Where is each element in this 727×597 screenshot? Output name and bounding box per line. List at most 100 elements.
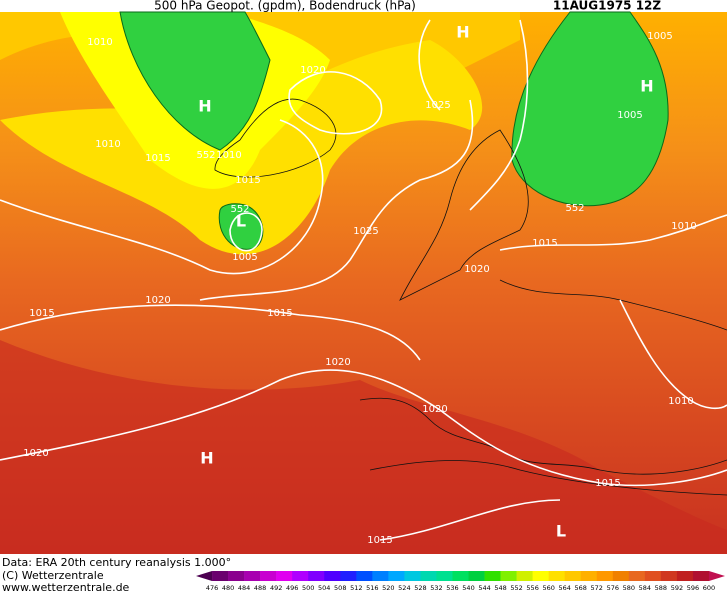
colorbar-swatch bbox=[484, 571, 501, 581]
colorbar-tick-label: 488 bbox=[254, 584, 266, 592]
colorbar-swatch bbox=[708, 571, 725, 581]
isobar-label: 552 bbox=[196, 150, 215, 161]
colorbar-swatch bbox=[212, 571, 229, 581]
colorbar-swatch bbox=[596, 571, 614, 581]
colorbar-tick-label: 508 bbox=[334, 584, 346, 592]
copyright: (C) Wetterzentrale bbox=[2, 569, 104, 582]
isobar-label: 1010 bbox=[95, 139, 120, 150]
isobar-label: 1020 bbox=[300, 65, 325, 76]
isobar-label: 1025 bbox=[425, 100, 450, 111]
colorbar-swatch bbox=[276, 571, 293, 581]
colorbar-tick-label: 572 bbox=[591, 584, 603, 592]
colorbar-swatch bbox=[340, 571, 357, 581]
pressure-center: H bbox=[198, 97, 211, 116]
isobar-label: 1020 bbox=[23, 448, 48, 459]
field-zone bbox=[511, 11, 669, 207]
colorbar-swatch bbox=[676, 571, 694, 581]
colorbar-tick-label: 524 bbox=[398, 584, 410, 592]
colorbar-swatch bbox=[692, 571, 710, 581]
isobar-label: 552 bbox=[230, 204, 249, 215]
website: www.wetterzentrale.de bbox=[2, 581, 130, 593]
pressure-center: L bbox=[556, 522, 566, 541]
colorbar-swatch bbox=[356, 571, 373, 581]
colorbar-tick-label: 520 bbox=[382, 584, 394, 592]
data-source: Data: ERA 20th century reanalysis 1.000° bbox=[2, 556, 231, 569]
isobar-label: 1010 bbox=[87, 37, 112, 48]
colorbar-tick-label: 532 bbox=[430, 584, 442, 592]
colorbar-tick-label: 548 bbox=[494, 584, 506, 592]
isobar-label: 1015 bbox=[367, 535, 392, 546]
colorbar-swatch bbox=[324, 571, 341, 581]
isobar-label: 1020 bbox=[145, 295, 170, 306]
colorbar-tick-label: 568 bbox=[575, 584, 587, 592]
colorbar-tick-label: 552 bbox=[510, 584, 522, 592]
isobar-label: 1020 bbox=[422, 404, 447, 415]
colorbar-swatch bbox=[452, 571, 469, 581]
colorbar-tick-label: 484 bbox=[238, 584, 250, 592]
isobar-label: 1015 bbox=[595, 478, 620, 489]
map-title: 500 hPa Geopot. (gpdm), Bodendruck (hPa) bbox=[154, 0, 416, 13]
colorbar-swatch bbox=[228, 571, 245, 581]
colorbar-swatch bbox=[420, 571, 437, 581]
colorbar-tick-label: 592 bbox=[671, 584, 683, 592]
colorbar-swatch bbox=[308, 571, 325, 581]
colorbar-tick-label: 596 bbox=[687, 584, 699, 592]
colorbar-swatch bbox=[660, 571, 678, 581]
colorbar-swatch bbox=[404, 571, 421, 581]
pressure-center: L bbox=[236, 212, 246, 231]
colorbar-swatch bbox=[372, 571, 389, 581]
colorbar-swatch bbox=[292, 571, 309, 581]
colorbar-tick-label: 588 bbox=[655, 584, 667, 592]
isobar-label: 1005 bbox=[617, 110, 642, 121]
map-area bbox=[0, 11, 727, 554]
field-zone bbox=[119, 11, 271, 151]
colorbar-tick-label: 504 bbox=[318, 584, 330, 592]
isobar-label: 1015 bbox=[532, 238, 557, 249]
colorbar-swatch bbox=[468, 571, 485, 581]
isobar-label: 1005 bbox=[232, 252, 257, 263]
colorbar-swatch bbox=[436, 571, 453, 581]
colorbar-swatch bbox=[628, 571, 646, 581]
isobar-label: 1015 bbox=[235, 175, 260, 186]
colorbar-swatch bbox=[500, 571, 517, 581]
isobar-label: 1010 bbox=[216, 150, 241, 161]
colorbar-tick-label: 544 bbox=[478, 584, 490, 592]
colorbar-tick-label: 556 bbox=[526, 584, 538, 592]
colorbar-swatch bbox=[644, 571, 662, 581]
colorbar-tick-label: 512 bbox=[350, 584, 362, 592]
colorbar-swatch bbox=[532, 571, 549, 581]
colorbar-tick-label: 560 bbox=[542, 584, 554, 592]
map-date: 11AUG1975 12Z bbox=[553, 0, 661, 13]
colorbar-tick-label: 496 bbox=[286, 584, 298, 592]
colorbar-swatch bbox=[260, 571, 277, 581]
colorbar-swatch bbox=[516, 571, 533, 581]
isobar-label: 1015 bbox=[29, 308, 54, 319]
isobar-label: 1010 bbox=[671, 221, 696, 232]
colorbar-tick-label: 536 bbox=[446, 584, 458, 592]
pressure-center: H bbox=[200, 449, 213, 468]
isobar-label: 1020 bbox=[325, 357, 350, 368]
colorbar-tick-label: 528 bbox=[414, 584, 426, 592]
colorbar-tick-label: 480 bbox=[222, 584, 234, 592]
isobar-label: 1025 bbox=[353, 226, 378, 237]
isobar-label: 552 bbox=[565, 203, 584, 214]
isobar-label: 1015 bbox=[145, 153, 170, 164]
colorbar-tick-label: 576 bbox=[607, 584, 619, 592]
isobars bbox=[0, 19, 727, 541]
colorbar-swatch bbox=[548, 571, 565, 581]
colorbar-swatch bbox=[580, 571, 598, 581]
colorbar-tick-label: 492 bbox=[270, 584, 282, 592]
colorbar-tick-label: 584 bbox=[639, 584, 651, 592]
colorbar-swatch bbox=[388, 571, 405, 581]
isobar-label: 1015 bbox=[267, 308, 292, 319]
colorbar-tick-label: 516 bbox=[366, 584, 378, 592]
colorbar-tick-label: 600 bbox=[703, 584, 715, 592]
isobar-label: 1020 bbox=[464, 264, 489, 275]
pressure-center: H bbox=[456, 23, 469, 42]
colorbar-swatch bbox=[244, 571, 261, 581]
colorbar-swatch bbox=[196, 571, 213, 581]
colorbar-tick-label: 564 bbox=[558, 584, 570, 592]
pressure-center: H bbox=[640, 77, 653, 96]
